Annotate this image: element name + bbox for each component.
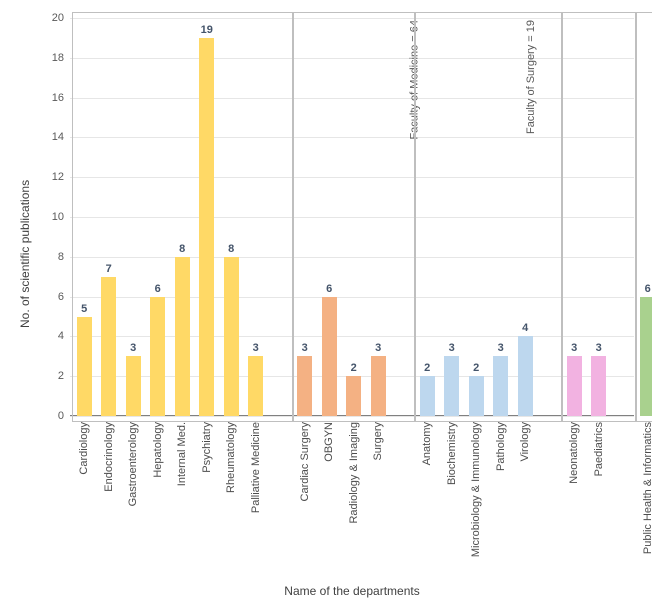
bar-value-label: 3 xyxy=(596,342,602,356)
bar-value-label: 8 xyxy=(228,243,234,257)
category-label: Paediatrics xyxy=(593,422,605,476)
bar-value-label: 5 xyxy=(81,303,87,317)
category-label: Cardiac Surgery xyxy=(299,422,311,501)
y-tick-label: 4 xyxy=(58,330,70,342)
bar: 6 xyxy=(322,297,337,416)
category-label: Neonatology xyxy=(568,422,580,484)
bar: 3 xyxy=(567,356,582,416)
bar-value-label: 3 xyxy=(130,342,136,356)
bar-value-label: 3 xyxy=(302,342,308,356)
y-tick-label: 20 xyxy=(52,12,70,24)
category-label: Surgery xyxy=(372,422,384,461)
y-tick-label: 2 xyxy=(58,370,70,382)
category-label: Palliative Medicine xyxy=(250,422,262,513)
bar-value-label: 3 xyxy=(375,342,381,356)
y-tick-label: 0 xyxy=(58,410,70,422)
bar-value-label: 3 xyxy=(571,342,577,356)
category-label: Rheumatology xyxy=(225,422,237,493)
category-label: Public Health & Informatics xyxy=(642,422,652,554)
bar: 2 xyxy=(469,376,484,416)
bar: 8 xyxy=(224,257,239,416)
y-tick-label: 6 xyxy=(58,291,70,303)
bar: 5 xyxy=(77,317,92,417)
bar-value-label: 7 xyxy=(106,263,112,277)
bar: 3 xyxy=(297,356,312,416)
bar: 2 xyxy=(420,376,435,416)
category-label: Biochemistry xyxy=(446,422,458,485)
bar: 8 xyxy=(175,257,190,416)
category-label: OBGYN xyxy=(323,422,335,462)
y-tick-label: 10 xyxy=(52,211,70,223)
bar-value-label: 2 xyxy=(424,362,430,376)
y-axis-title: No. of scientific publications xyxy=(18,180,32,328)
bar-value-label: 4 xyxy=(522,322,528,336)
y-tick-label: 8 xyxy=(58,251,70,263)
bar: 4 xyxy=(518,336,533,416)
category-label: Pathology xyxy=(495,422,507,471)
bar: 19 xyxy=(199,38,214,416)
publications-bar-chart: No. of scientific publications Name of th… xyxy=(0,0,652,606)
bar: 3 xyxy=(248,356,263,416)
group-frame xyxy=(415,12,562,422)
bar-value-label: 2 xyxy=(473,362,479,376)
bar: 3 xyxy=(591,356,606,416)
category-label: Hepatology xyxy=(152,422,164,478)
bar-value-label: 2 xyxy=(351,362,357,376)
bar: 3 xyxy=(126,356,141,416)
bar-value-label: 6 xyxy=(645,283,651,297)
bar: 3 xyxy=(444,356,459,416)
y-tick-label: 14 xyxy=(52,131,70,143)
category-label: Anatomy xyxy=(421,422,433,465)
category-label: Internal Med. xyxy=(176,422,188,486)
y-tick-label: 16 xyxy=(52,92,70,104)
bar: 3 xyxy=(371,356,386,416)
bar: 7 xyxy=(101,277,116,416)
y-tick-label: 12 xyxy=(52,171,70,183)
bar-value-label: 6 xyxy=(155,283,161,297)
bar-value-label: 3 xyxy=(253,342,259,356)
category-label: Psychiatry xyxy=(201,422,213,473)
category-label: Virology xyxy=(519,422,531,462)
bar-value-label: 19 xyxy=(201,24,213,38)
bar-value-label: 8 xyxy=(179,243,185,257)
y-tick-label: 18 xyxy=(52,52,70,64)
bar: 3 xyxy=(493,356,508,416)
bar-value-label: 3 xyxy=(449,342,455,356)
category-label: Microbiology & Immunology xyxy=(470,422,482,557)
category-label: Radiology & Imaging xyxy=(348,422,360,524)
category-label: Endocrinology xyxy=(103,422,115,492)
x-axis-title: Name of the departments xyxy=(70,584,634,598)
category-label: Cardiology xyxy=(78,422,90,475)
bar: 6 xyxy=(640,297,652,416)
bar: 2 xyxy=(346,376,361,416)
bar-value-label: 3 xyxy=(498,342,504,356)
bar-value-label: 6 xyxy=(326,283,332,297)
bar: 6 xyxy=(150,297,165,416)
plot-area: 024681012141618205Cardiology7Endocrinolo… xyxy=(70,18,634,416)
category-label: Gastroenterology xyxy=(127,422,139,506)
